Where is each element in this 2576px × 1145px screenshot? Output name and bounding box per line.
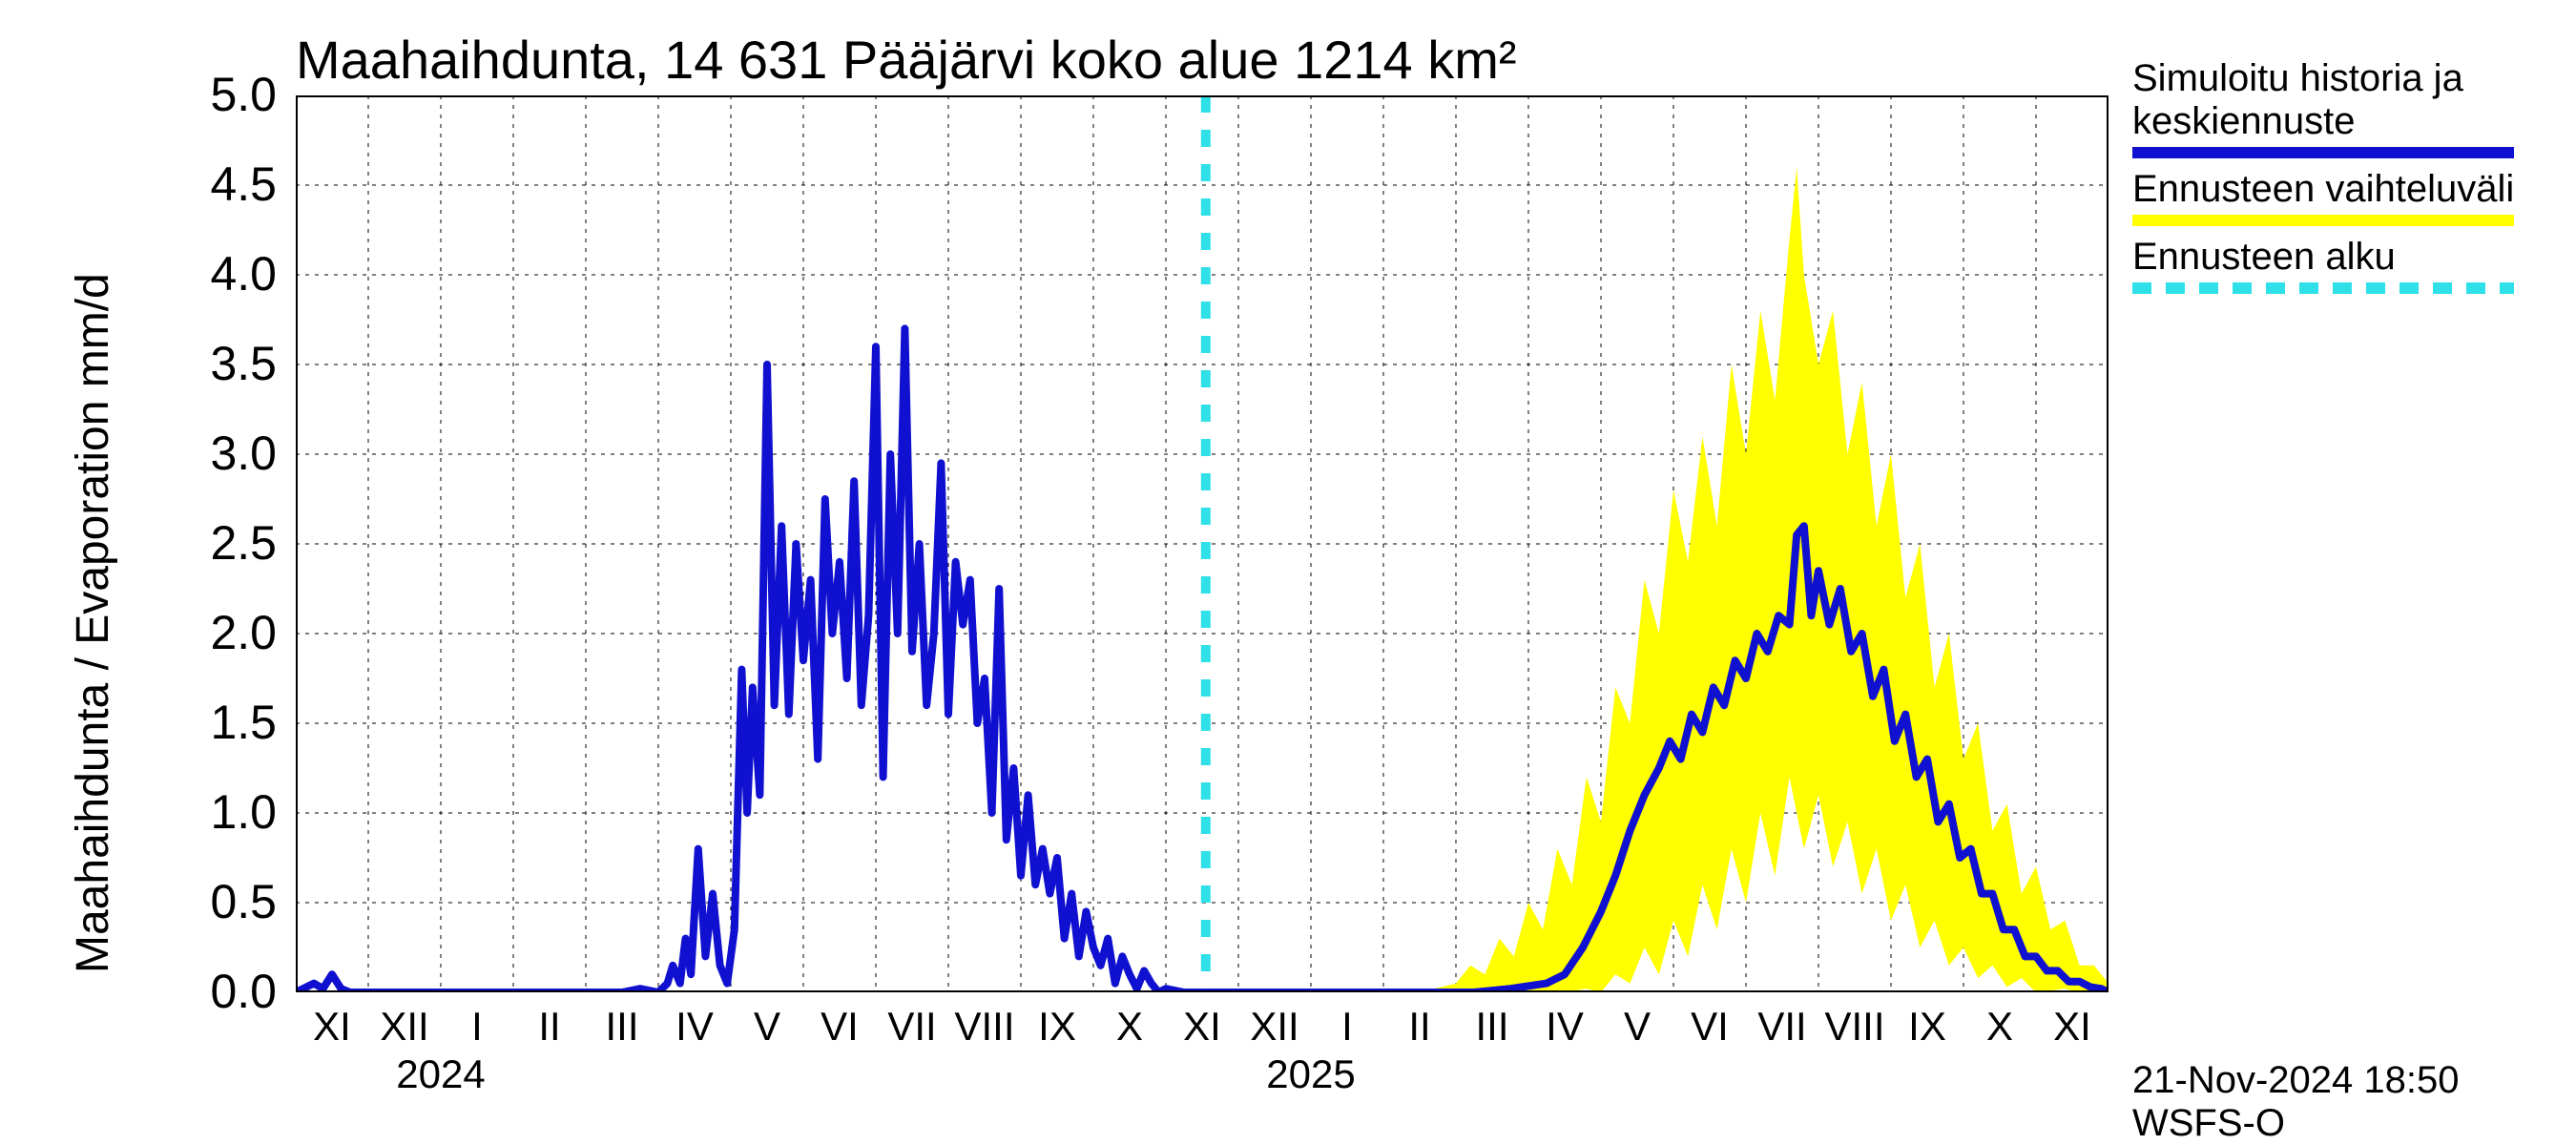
chart-title: Maahaihdunta, 14 631 Pääjärvi koko alue … — [296, 29, 1517, 91]
x-tick-label: V — [754, 1004, 780, 1050]
y-tick-label: 5.0 — [181, 67, 277, 122]
legend-label: Ennusteen alku — [2132, 236, 2514, 279]
legend-swatch-sim — [2132, 147, 2514, 158]
x-tick-label: IV — [1546, 1004, 1584, 1050]
plot-area — [296, 95, 2109, 992]
y-tick-label: 2.5 — [181, 515, 277, 571]
y-tick-label: 4.5 — [181, 156, 277, 212]
legend-item-sim: Simuloitu historia ja keskiennuste — [2132, 57, 2514, 158]
legend-label: Ennusteen vaihteluväli — [2132, 168, 2514, 211]
timestamp: 21-Nov-2024 18:50 WSFS-O — [2132, 1059, 2576, 1145]
x-tick-label: XI — [1183, 1004, 1221, 1050]
x-tick-label: VIII — [954, 1004, 1014, 1050]
x-tick-label: II — [538, 1004, 560, 1050]
x-tick-label: XII — [380, 1004, 428, 1050]
x-tick-label: XII — [1250, 1004, 1298, 1050]
year-label: 2025 — [1266, 1051, 1355, 1097]
x-tick-label: IX — [1038, 1004, 1076, 1050]
legend-label: Simuloitu historia ja keskiennuste — [2132, 57, 2514, 143]
x-tick-label: III — [605, 1004, 638, 1050]
y-tick-label: 2.0 — [181, 605, 277, 660]
x-tick-label: I — [471, 1004, 483, 1050]
legend-swatch-start — [2132, 282, 2514, 294]
x-tick-label: XI — [2053, 1004, 2091, 1050]
y-tick-label: 4.0 — [181, 246, 277, 302]
x-tick-label: X — [1116, 1004, 1143, 1050]
x-tick-label: I — [1341, 1004, 1353, 1050]
y-tick-label: 1.5 — [181, 695, 277, 750]
x-tick-label: VIII — [1824, 1004, 1884, 1050]
x-tick-label: X — [1986, 1004, 2013, 1050]
legend-swatch-range — [2132, 215, 2514, 226]
x-tick-label: II — [1408, 1004, 1430, 1050]
legend: Simuloitu historia ja keskiennuste Ennus… — [2132, 57, 2514, 303]
x-tick-label: IV — [675, 1004, 714, 1050]
y-tick-label: 0.5 — [181, 874, 277, 929]
y-tick-label: 3.0 — [181, 426, 277, 481]
y-tick-label: 3.5 — [181, 336, 277, 391]
x-tick-label: VII — [1757, 1004, 1806, 1050]
x-tick-label: IX — [1908, 1004, 1946, 1050]
x-tick-label: V — [1624, 1004, 1651, 1050]
legend-item-start: Ennusteen alku — [2132, 236, 2514, 294]
legend-item-range: Ennusteen vaihteluväli — [2132, 168, 2514, 226]
y-axis-label: Maahaihdunta / Evaporation mm/d — [67, 273, 119, 973]
y-tick-label: 0.0 — [181, 964, 277, 1019]
chart-container: Maahaihdunta, 14 631 Pääjärvi koko alue … — [0, 0, 2576, 1145]
x-tick-label: XI — [313, 1004, 351, 1050]
year-label: 2024 — [396, 1051, 485, 1097]
x-tick-label: VI — [1691, 1004, 1729, 1050]
y-tick-label: 1.0 — [181, 784, 277, 840]
x-tick-label: VI — [821, 1004, 859, 1050]
x-tick-label: III — [1475, 1004, 1508, 1050]
x-tick-label: VII — [887, 1004, 936, 1050]
